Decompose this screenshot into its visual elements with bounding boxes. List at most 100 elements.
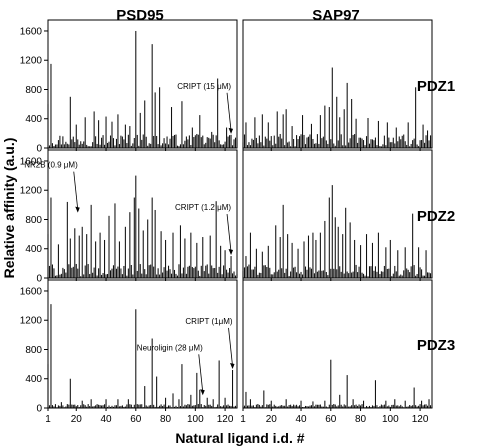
- bar-psd95-pdz1-13: [65, 141, 67, 148]
- bar-sap97-pdz1-43: [304, 144, 307, 148]
- bar-psd95-pdz2-119: [223, 265, 225, 278]
- bar-sap97-pdz2-7: [251, 269, 253, 278]
- bar-psd95-pdz2-54: [126, 275, 128, 278]
- bar-psd95-pdz2-112: [212, 268, 214, 278]
- bar-psd95-pdz1-29: [89, 146, 91, 148]
- bar-psd95-pdz3-51: [121, 405, 123, 408]
- bar-sap97-pdz2-109: [403, 270, 405, 278]
- bar-psd95-pdz3-77: [160, 404, 162, 408]
- bar-psd95-pdz1-23: [80, 141, 82, 148]
- bar-psd95-pdz1-16: [69, 96, 71, 148]
- row-label-pdz2: PDZ2: [417, 208, 455, 225]
- bar-psd95-pdz1-90: [179, 144, 181, 148]
- bar-psd95-pdz1-2: [48, 145, 51, 148]
- bar-psd95-pdz2-91: [181, 273, 183, 278]
- bar-sap97-pdz3-69: [343, 404, 345, 408]
- bar-sap97-pdz1-79: [358, 137, 360, 148]
- bar-psd95-pdz2-27: [86, 234, 88, 278]
- bar-psd95-pdz3-125: [232, 369, 234, 408]
- bar-sap97-pdz1-33: [290, 146, 292, 148]
- row-label-pdz3: PDZ3: [417, 337, 455, 354]
- bar-psd95-pdz2-32: [93, 267, 95, 278]
- bar-sap97-pdz3-21: [272, 406, 274, 408]
- bar-sap97-pdz1-114: [410, 143, 412, 148]
- bar-psd95-pdz2-122: [227, 272, 229, 278]
- bar-psd95-pdz3-95: [187, 404, 189, 408]
- bar-sap97-pdz1-49: [313, 143, 315, 148]
- bar-sap97-pdz2-32: [288, 275, 290, 278]
- bar-psd95-pdz3-30: [90, 399, 92, 408]
- bar-sap97-pdz2-70: [345, 207, 347, 278]
- bar-psd95-pdz2-126: [233, 271, 235, 278]
- bar-psd95-pdz3-80: [165, 397, 167, 408]
- bar-sap97-pdz1-26: [279, 133, 281, 148]
- bar-psd95-pdz2-114: [215, 201, 217, 278]
- bar-psd95-pdz1-95: [187, 139, 189, 148]
- bar-sap97-pdz3-108: [401, 406, 403, 408]
- bar-sap97-pdz2-98: [386, 268, 388, 278]
- bar-psd95-pdz3-117: [220, 406, 222, 408]
- bar-psd95-pdz2-60: [135, 175, 137, 278]
- bar-psd95-pdz3-44: [111, 405, 113, 408]
- bar-sap97-pdz1-74: [351, 98, 353, 148]
- bar-sap97-pdz1-124: [425, 135, 427, 148]
- bar-psd95-pdz2-111: [211, 265, 213, 278]
- bar-sap97-pdz2-64: [336, 269, 338, 278]
- bar-sap97-pdz2-47: [310, 268, 312, 278]
- bar-sap97-pdz1-61: [331, 67, 333, 148]
- bar-sap97-pdz1-88: [371, 139, 373, 148]
- bar-psd95-pdz3-92: [182, 406, 184, 408]
- bar-psd95-pdz3-23: [80, 405, 82, 408]
- bar-psd95-pdz2-62: [138, 208, 140, 278]
- bar-sap97-pdz1-56: [324, 105, 326, 148]
- bar-psd95-pdz2-56: [129, 212, 131, 278]
- bar-psd95-pdz2-37: [101, 274, 103, 278]
- bar-sap97-pdz2-45: [307, 235, 310, 278]
- bar-sap97-pdz3-22: [273, 404, 275, 408]
- bar-psd95-pdz3-32: [93, 406, 95, 408]
- bar-psd95-pdz1-43: [109, 135, 112, 148]
- bar-sap97-pdz2-90: [374, 266, 376, 278]
- bar-psd95-pdz2-14: [66, 201, 68, 278]
- bar-sap97-pdz1-51: [316, 134, 318, 148]
- bar-sap97-pdz3-126: [428, 399, 430, 408]
- bar-sap97-pdz2-9: [254, 266, 256, 278]
- bar-sap97-pdz3-61: [331, 404, 333, 408]
- panel-frame: [242, 149, 433, 279]
- bar-sap97-pdz2-25: [278, 269, 280, 278]
- bar-sap97-pdz3-32: [288, 405, 290, 408]
- bar-sap97-pdz2-56: [324, 220, 326, 278]
- bar-psd95-pdz1-62: [138, 145, 140, 148]
- bar-psd95-pdz3-112: [212, 399, 214, 408]
- bar-psd95-pdz1-76: [159, 87, 161, 148]
- bar-sap97-pdz1-76: [354, 134, 356, 148]
- bar-psd95-pdz1-99: [193, 137, 195, 148]
- y-tick-label: 400: [25, 374, 42, 385]
- bar-psd95-pdz2-90: [179, 225, 181, 278]
- x-tick-label: 80: [355, 414, 367, 425]
- bar-psd95-pdz3-126: [233, 406, 235, 408]
- bar-sap97-pdz2-123: [424, 275, 426, 278]
- bar-psd95-pdz2-79: [163, 267, 165, 278]
- bar-sap97-pdz2-11: [257, 274, 259, 278]
- bar-psd95-pdz3-69: [148, 405, 150, 408]
- bar-psd95-pdz3-71: [151, 338, 153, 408]
- bar-psd95-pdz3-39: [104, 404, 106, 408]
- y-axis-title: Relative affinity (a.u.): [1, 138, 17, 279]
- bar-psd95-pdz1-17: [71, 139, 73, 148]
- bar-psd95-pdz2-33: [95, 241, 97, 278]
- bar-sap97-pdz3-94: [380, 404, 382, 408]
- bar-psd95-pdz2-29: [89, 274, 91, 278]
- x-tick-label: 1: [45, 414, 51, 425]
- bar-sap97-pdz2-23: [275, 225, 277, 278]
- bar-psd95-pdz2-23: [80, 276, 82, 278]
- bar-psd95-pdz2-82: [168, 265, 170, 278]
- bar-psd95-pdz1-4: [51, 143, 53, 148]
- bar-sap97-pdz2-116: [413, 265, 415, 278]
- bar-psd95-pdz1-51: [121, 136, 123, 148]
- bar-psd95-pdz2-36: [99, 232, 101, 278]
- bar-psd95-pdz1-37: [101, 137, 103, 148]
- bar-sap97-pdz1-80: [360, 137, 362, 148]
- bar-psd95-pdz1-40: [105, 116, 107, 148]
- bar-sap97-pdz2-26: [279, 237, 281, 278]
